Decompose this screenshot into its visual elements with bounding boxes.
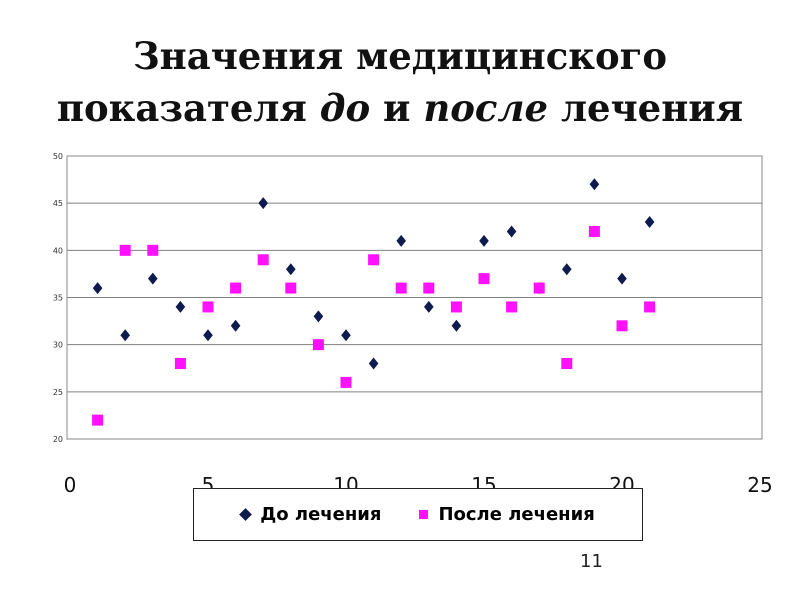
point-after-15 — [478, 273, 490, 285]
point-after-17 — [533, 282, 545, 294]
point-before-7 — [258, 197, 268, 210]
chart-title: Значения медицинского показателя до и по… — [0, 30, 800, 134]
point-after-4 — [174, 358, 186, 370]
point-after-5 — [202, 301, 214, 313]
point-after-7 — [257, 254, 269, 266]
point-after-2 — [119, 244, 131, 256]
point-after-10 — [340, 376, 352, 388]
grid-lines — [67, 155, 762, 440]
point-before-20 — [617, 272, 627, 285]
point-before-4 — [175, 300, 186, 313]
point-after-13 — [423, 282, 435, 294]
y-tick-label: 40 — [53, 246, 63, 255]
point-after-14 — [450, 301, 462, 313]
point-before-21 — [644, 216, 655, 229]
point-before-14 — [451, 319, 462, 332]
title-word-before: до — [319, 86, 371, 130]
point-before-10 — [341, 329, 351, 342]
y-tick-label: 45 — [53, 199, 63, 208]
square-marker-icon — [419, 510, 429, 519]
point-before-15 — [479, 234, 489, 247]
legend-label-after: После лечения — [438, 504, 595, 525]
y-tick-label: 50 — [53, 152, 63, 161]
point-before-8 — [286, 263, 296, 276]
x-tick-label: 0 — [64, 473, 77, 497]
point-after-19 — [588, 225, 600, 237]
point-after-8 — [285, 282, 297, 294]
point-before-16 — [506, 225, 517, 238]
legend-item-after: После лечения — [419, 504, 595, 525]
point-after-21 — [644, 301, 656, 313]
x-tick-label: 25 — [747, 473, 772, 497]
point-before-9 — [313, 310, 324, 323]
point-before-3 — [148, 272, 158, 285]
point-before-6 — [230, 319, 241, 332]
point-before-18 — [562, 263, 572, 276]
plot-area — [66, 155, 763, 440]
point-after-12 — [395, 282, 407, 294]
y-tick-label: 35 — [53, 294, 63, 303]
point-before-5 — [203, 329, 213, 342]
point-before-12 — [396, 234, 406, 247]
legend-label-before: До лечения — [260, 504, 382, 525]
point-after-9 — [312, 339, 324, 351]
point-before-2 — [120, 329, 130, 342]
point-after-16 — [506, 301, 518, 313]
point-before-1 — [92, 282, 103, 295]
y-axis-ticks: 20 25 30 35 40 45 50 — [53, 152, 63, 444]
point-after-1 — [92, 414, 104, 426]
point-before-11 — [368, 357, 379, 370]
point-after-11 — [368, 254, 380, 266]
y-tick-label: 20 — [53, 435, 63, 444]
point-after-3 — [147, 244, 159, 256]
point-before-13 — [424, 300, 434, 313]
data-points — [92, 178, 656, 426]
legend: До лечения После лечения — [193, 488, 643, 541]
title-line-2: показателя до и после лечения — [56, 86, 744, 130]
y-tick-label: 30 — [53, 341, 63, 350]
point-after-6 — [230, 282, 242, 294]
page-number: 11 — [580, 551, 603, 572]
point-after-20 — [616, 320, 628, 332]
legend-item-before: До лечения — [239, 504, 382, 525]
title-line-1: Значения медицинского — [132, 34, 668, 78]
diamond-marker-icon — [239, 508, 253, 521]
point-before-19 — [589, 178, 600, 191]
title-word-after: после — [423, 86, 549, 130]
y-tick-label: 25 — [53, 388, 63, 397]
point-after-18 — [561, 358, 573, 370]
